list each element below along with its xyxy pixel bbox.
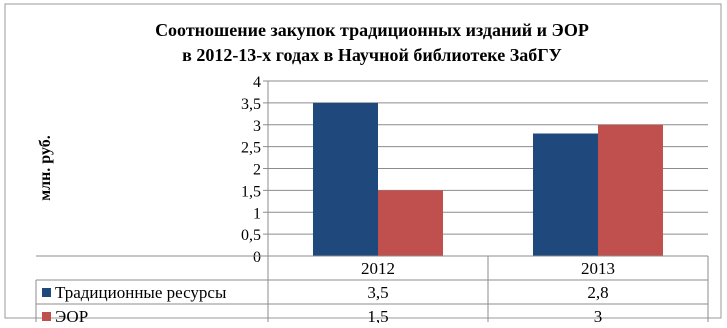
y-tick-label: 3,5 (241, 96, 261, 113)
table-value: 3 (594, 307, 603, 323)
legend-series-name: ЭОР (55, 307, 88, 323)
y-tick-label: 0,5 (241, 227, 261, 244)
x-category-label: 2012 (361, 259, 395, 278)
bar-traditional-2012 (313, 102, 378, 256)
legend-swatch (42, 288, 51, 297)
y-axis-ticks: 0 0,5 1 1,5 2 2,5 3 3,5 4 (241, 74, 269, 266)
y-axis-label: млн. руб. (37, 135, 54, 201)
y-tick-label: 4 (253, 74, 261, 91)
bars (36, 102, 708, 257)
y-tick-label: 2 (253, 162, 261, 179)
table-value: 3,5 (367, 283, 388, 302)
y-tick-label: 3 (253, 118, 261, 135)
chart-title-line-2: в 2012-13-х годах в Научной библиотеке З… (182, 45, 562, 65)
table-value: 1,5 (367, 307, 388, 323)
legend-swatch (42, 312, 51, 321)
data-table: 2012 2013 Традиционные ресурсы 3,5 2,8 ЭОР 1,5… (35, 256, 709, 326)
bar-traditional-2013 (533, 133, 598, 256)
legend-series-name: Традиционные ресурсы (55, 283, 227, 302)
y-tick-label: 0 (253, 249, 261, 266)
chart-title-line-1: Соотношение закупок традиционных изданий… (155, 20, 589, 40)
y-tick-label: 1 (253, 205, 261, 222)
bar-eor-2012 (378, 190, 443, 256)
bar-eor-2013 (598, 124, 663, 256)
y-tick-label: 1,5 (241, 183, 261, 200)
y-tick-label: 2,5 (241, 140, 261, 157)
table-value: 2,8 (587, 283, 608, 302)
x-category-label: 2013 (581, 259, 615, 278)
